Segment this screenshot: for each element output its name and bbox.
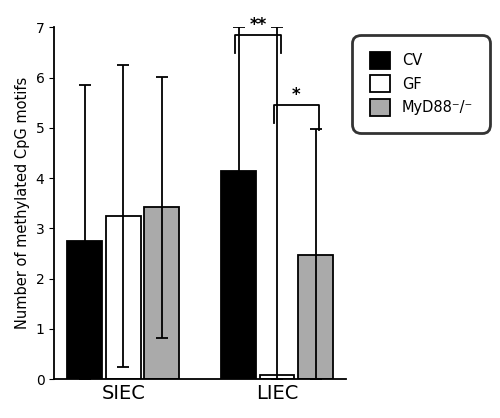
- Text: *: *: [292, 86, 300, 104]
- Legend: CV, GF, MyD88⁻/⁻: CV, GF, MyD88⁻/⁻: [360, 42, 483, 126]
- Bar: [298, 255, 333, 379]
- Bar: [68, 241, 102, 379]
- Y-axis label: Number of methylated CpG motifs: Number of methylated CpG motifs: [15, 77, 30, 329]
- Text: **: **: [250, 15, 266, 33]
- Bar: [144, 207, 179, 379]
- Bar: [106, 216, 140, 379]
- Bar: [222, 171, 256, 379]
- Bar: [260, 375, 294, 379]
